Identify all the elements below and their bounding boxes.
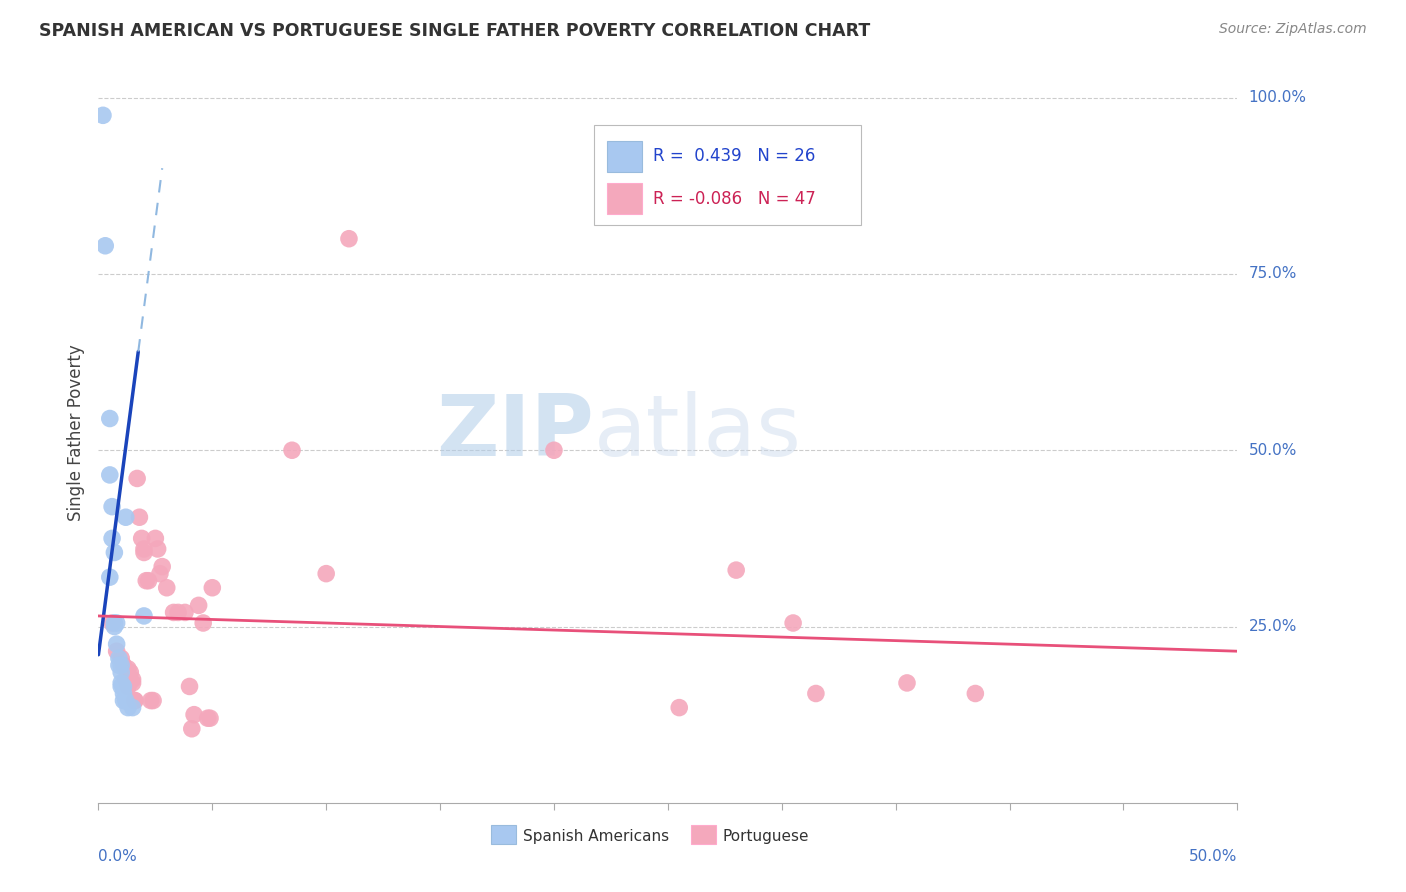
Point xyxy=(105,637,128,651)
Text: 0.0%: 0.0% xyxy=(98,848,138,863)
Point xyxy=(132,541,155,556)
Point xyxy=(183,707,205,722)
Bar xyxy=(607,141,641,172)
Text: atlas: atlas xyxy=(593,391,801,475)
Point xyxy=(112,693,135,707)
Point xyxy=(98,467,121,482)
Point xyxy=(121,700,143,714)
Point xyxy=(198,711,221,725)
Point xyxy=(120,665,142,680)
Point xyxy=(124,693,146,707)
Point xyxy=(167,606,190,620)
Point xyxy=(101,615,124,630)
Text: 75.0%: 75.0% xyxy=(1249,267,1296,282)
Text: Source: ZipAtlas.com: Source: ZipAtlas.com xyxy=(1219,22,1367,37)
Point xyxy=(117,700,139,714)
Point xyxy=(110,651,132,665)
Point xyxy=(179,680,201,694)
Point xyxy=(193,615,215,630)
Bar xyxy=(593,126,862,226)
Point xyxy=(142,693,165,707)
Text: 25.0%: 25.0% xyxy=(1249,619,1296,634)
Point xyxy=(543,443,565,458)
Text: R = -0.086   N = 47: R = -0.086 N = 47 xyxy=(652,190,815,208)
Point xyxy=(101,500,124,514)
Point xyxy=(197,711,219,725)
Point xyxy=(132,545,155,559)
Point xyxy=(91,108,114,122)
Point xyxy=(156,581,179,595)
Point xyxy=(127,471,149,485)
Bar xyxy=(690,825,716,844)
Point xyxy=(121,673,143,687)
Point xyxy=(782,615,804,630)
Point xyxy=(114,510,136,524)
Point xyxy=(117,662,139,676)
Point xyxy=(135,574,157,588)
Text: 100.0%: 100.0% xyxy=(1249,90,1306,105)
Point xyxy=(121,676,143,690)
Point xyxy=(114,673,136,687)
Point xyxy=(138,574,160,588)
Point xyxy=(201,581,224,595)
Text: 50.0%: 50.0% xyxy=(1249,442,1296,458)
Point xyxy=(315,566,337,581)
Point xyxy=(108,651,131,665)
Point xyxy=(668,700,690,714)
Point xyxy=(101,532,124,546)
Point xyxy=(281,443,304,458)
Point xyxy=(337,232,360,246)
Point xyxy=(132,609,155,624)
Point xyxy=(103,615,125,630)
Point xyxy=(187,599,209,613)
Point xyxy=(896,676,918,690)
Bar xyxy=(607,183,641,214)
Text: R =  0.439   N = 26: R = 0.439 N = 26 xyxy=(652,147,815,165)
Bar xyxy=(491,825,516,844)
Point xyxy=(150,559,173,574)
Point xyxy=(180,722,202,736)
Point xyxy=(145,532,167,546)
Text: 50.0%: 50.0% xyxy=(1189,848,1237,863)
Text: ZIP: ZIP xyxy=(436,391,593,475)
Point xyxy=(98,411,121,425)
Text: SPANISH AMERICAN VS PORTUGUESE SINGLE FATHER POVERTY CORRELATION CHART: SPANISH AMERICAN VS PORTUGUESE SINGLE FA… xyxy=(39,22,870,40)
Point xyxy=(94,239,117,253)
Point xyxy=(124,693,146,707)
Point xyxy=(174,606,197,620)
Y-axis label: Single Father Poverty: Single Father Poverty xyxy=(66,344,84,521)
Point xyxy=(114,693,136,707)
Point xyxy=(110,665,132,680)
Point xyxy=(146,541,169,556)
Text: Portuguese: Portuguese xyxy=(723,829,808,844)
Point xyxy=(149,566,172,581)
Point xyxy=(128,510,150,524)
Point xyxy=(98,570,121,584)
Point xyxy=(725,563,748,577)
Point xyxy=(131,532,153,546)
Point xyxy=(110,658,132,673)
Point xyxy=(110,676,132,690)
Point xyxy=(108,658,131,673)
Point xyxy=(117,680,139,694)
Point xyxy=(103,619,125,633)
Point xyxy=(162,606,184,620)
Point xyxy=(112,686,135,700)
Point xyxy=(965,686,987,700)
Point xyxy=(139,693,162,707)
Point xyxy=(112,658,135,673)
Text: Spanish Americans: Spanish Americans xyxy=(523,829,669,844)
Point xyxy=(105,644,128,658)
Point xyxy=(112,680,135,694)
Point xyxy=(103,545,125,559)
Point xyxy=(105,615,128,630)
Point xyxy=(804,686,827,700)
Point xyxy=(110,680,132,694)
